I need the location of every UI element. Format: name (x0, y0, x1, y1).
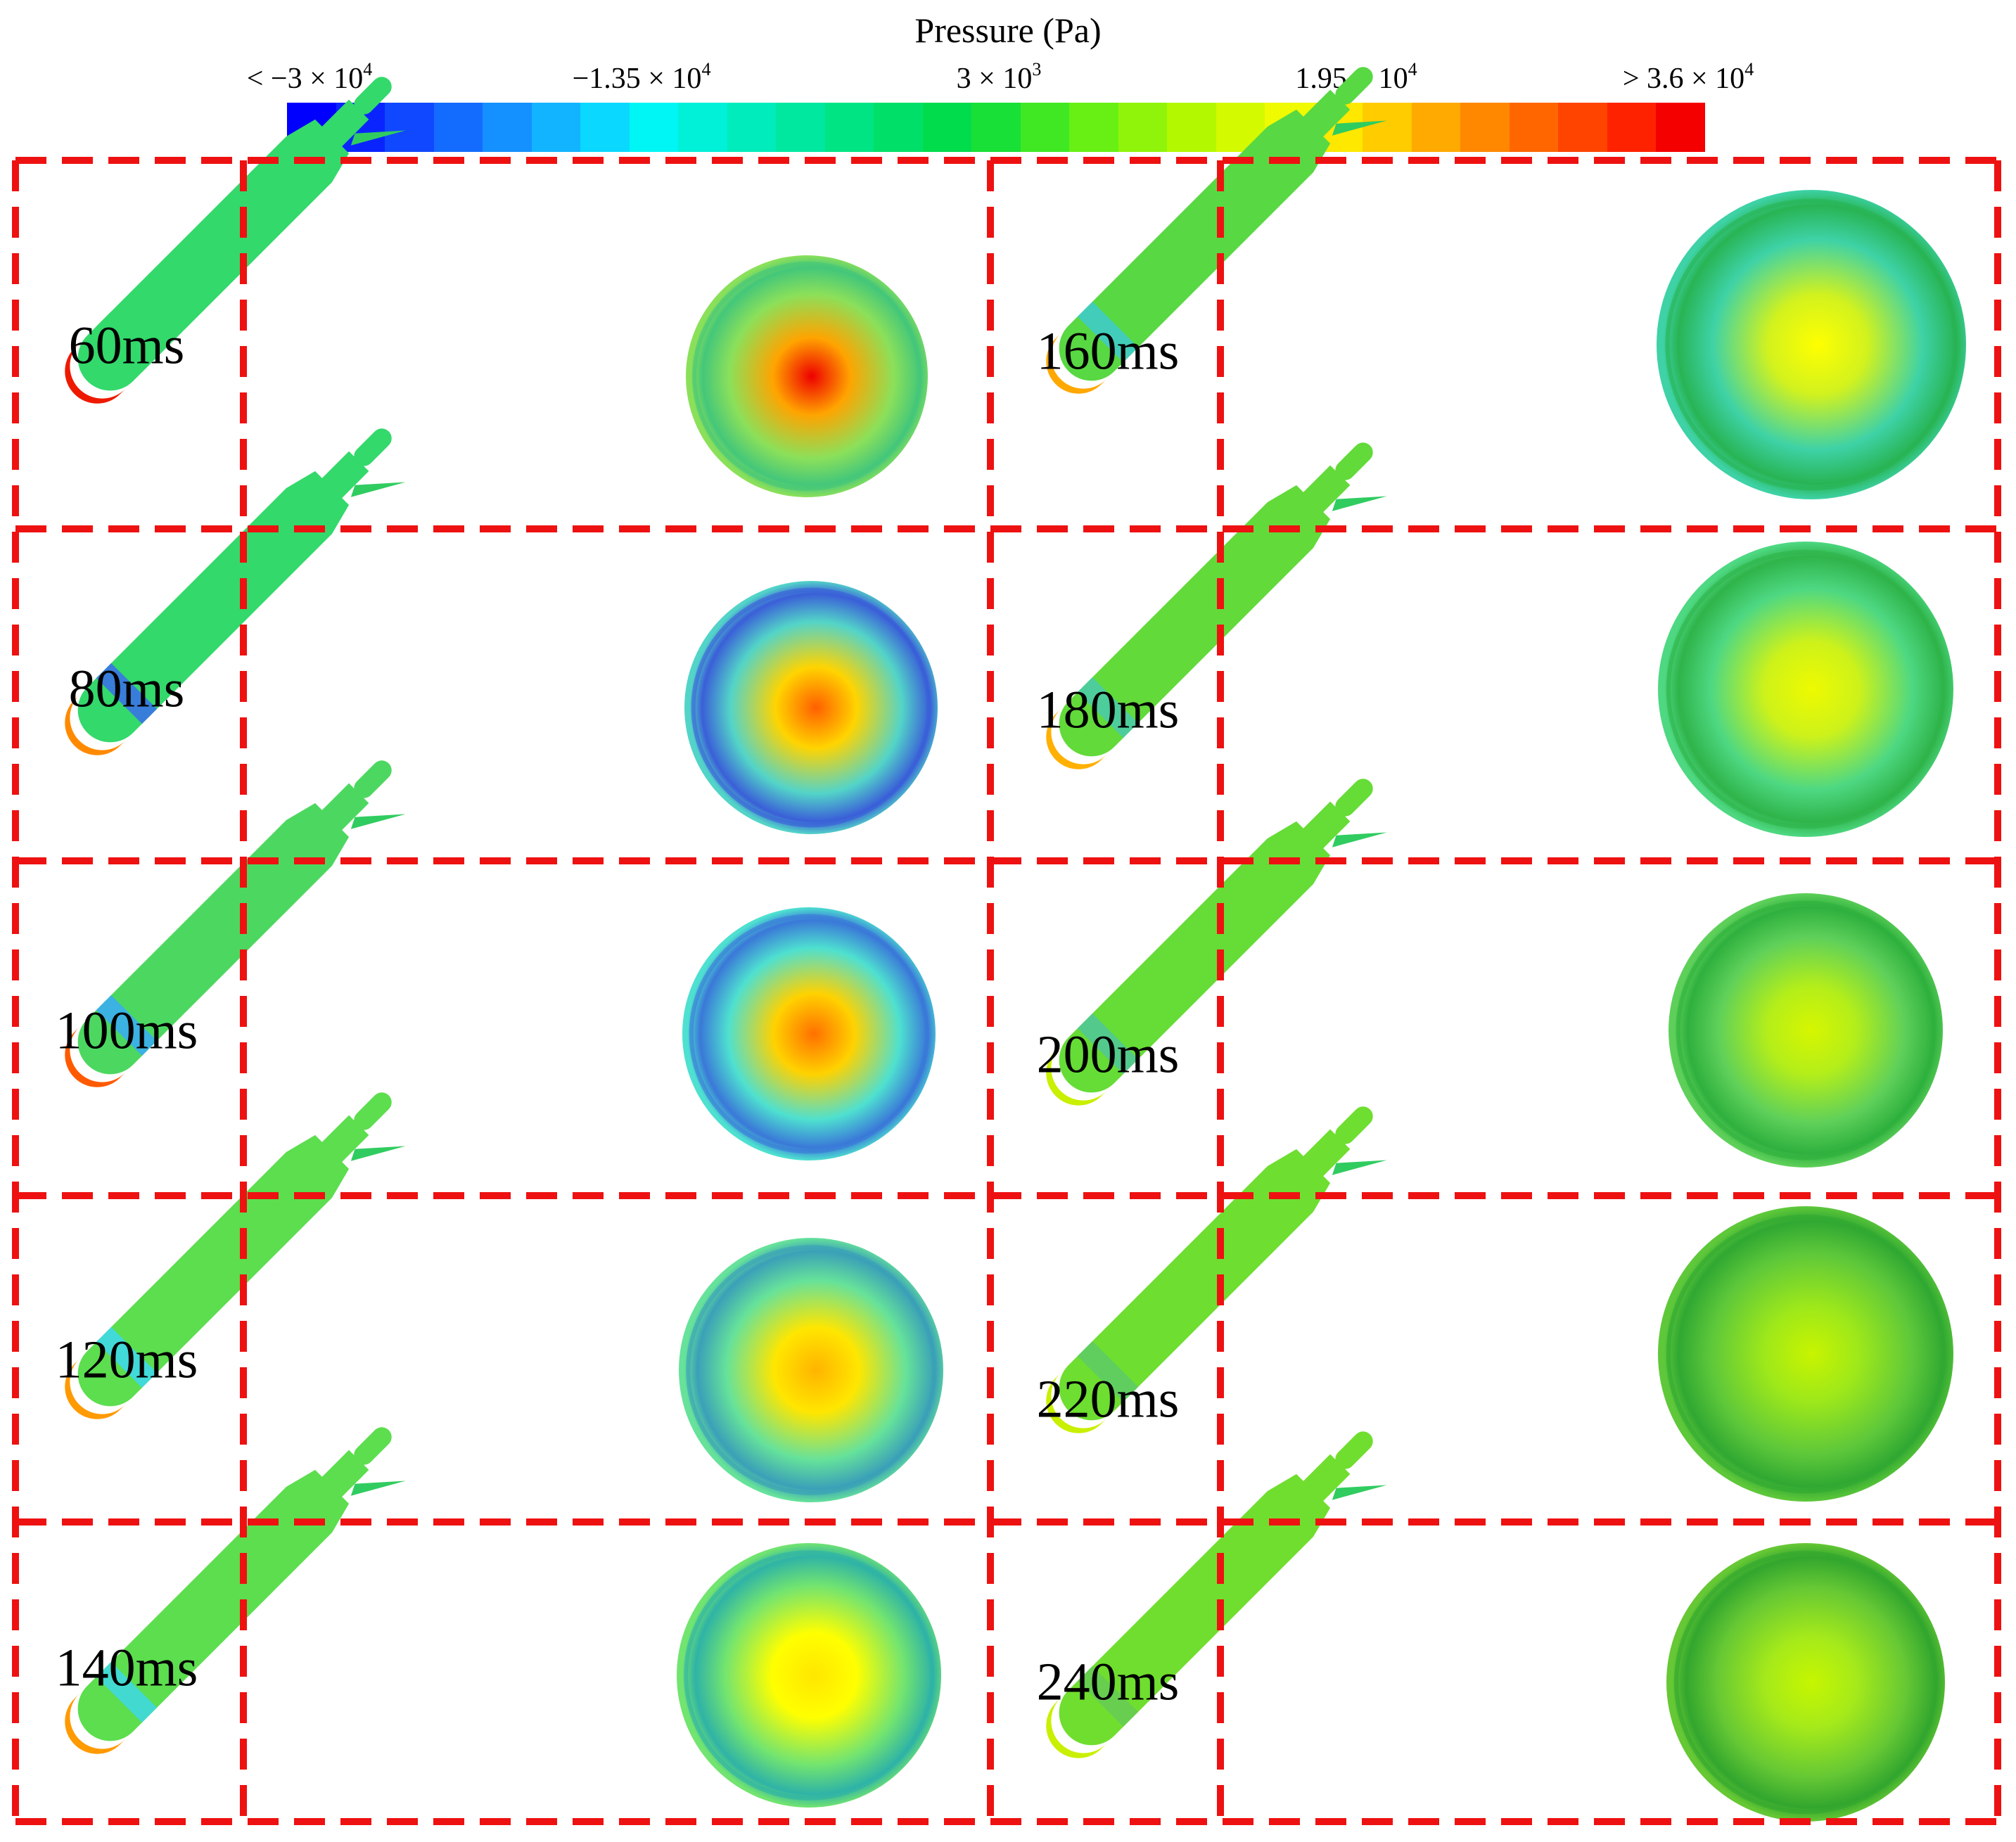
colorbar-swatch (727, 103, 777, 152)
sphere-rim-ring (691, 587, 931, 828)
projectile-body (1046, 67, 1387, 394)
sphere-rim-ring (1665, 198, 1958, 491)
colorbar-swatch (629, 103, 679, 152)
colorbar-swatch (385, 103, 434, 152)
dashed-frames (12, 157, 2001, 1825)
colorbar-swatch (1069, 103, 1118, 152)
pressure-sphere (1657, 190, 1966, 499)
projectile-body (65, 760, 406, 1087)
pressure-sphere (1666, 1543, 1945, 1822)
time-label: 220ms (1036, 1369, 1180, 1429)
colorbar-tick-label: < −3 × 104 (246, 59, 373, 95)
colorbar-swatch (1509, 103, 1559, 152)
colorbar-swatch (1460, 103, 1510, 152)
projectile-body (1046, 442, 1387, 769)
sphere-rim-ring (684, 1550, 934, 1801)
colorbar-swatch (678, 103, 727, 152)
colorbar-swatch (824, 103, 874, 152)
sphere-rim-ring (1666, 1214, 1946, 1494)
colorbar-swatch (1656, 103, 1705, 152)
pressure-sphere (686, 255, 928, 497)
sphere-rim-ring (692, 262, 921, 491)
time-label: 160ms (1036, 321, 1180, 381)
pressure-sphere (1658, 1206, 1953, 1502)
colorbar-tick-label: > 3.6 × 104 (1622, 59, 1754, 95)
time-label: 180ms (1036, 680, 1180, 740)
colorbar-swatch (1118, 103, 1168, 152)
render-layer (65, 67, 1966, 1822)
projectile-body (65, 1092, 406, 1419)
time-label: 60ms (68, 316, 185, 376)
colorbar-tick-label: −1.35 × 104 (572, 59, 711, 95)
colorbar-swatch (1558, 103, 1607, 152)
time-label: 80ms (68, 659, 185, 719)
sphere-rim-ring (1676, 900, 1936, 1160)
colorbar-swatch (1411, 103, 1461, 152)
colorbar-swatch (1607, 103, 1657, 152)
time-label: 200ms (1036, 1025, 1180, 1085)
sphere-rim-ring (1673, 1550, 1938, 1815)
colorbar-swatch (922, 103, 972, 152)
sphere-rim-ring (1666, 549, 1946, 829)
time-label: 140ms (55, 1638, 198, 1698)
colorbar-swatch (1167, 103, 1216, 152)
pressure-sphere (1658, 542, 1953, 837)
colorbar-swatch (1363, 103, 1412, 152)
pressure-sphere (677, 1543, 941, 1808)
sphere-rim-ring (686, 1245, 936, 1495)
sphere-rim-ring (689, 914, 929, 1154)
projectile-body (1046, 1106, 1387, 1433)
colorbar-title: Pressure (Pa) (914, 11, 1102, 50)
colorbar-tick-label: 3 × 103 (956, 59, 1042, 95)
time-label: 240ms (1036, 1652, 1180, 1712)
time-label: 120ms (55, 1330, 198, 1390)
projectile-body (1046, 1431, 1387, 1758)
colorbar-swatch (483, 103, 532, 152)
pressure-sphere (679, 1238, 943, 1502)
pressure-sphere (1669, 893, 1943, 1168)
time-label: 100ms (55, 1001, 198, 1061)
projectile-body (65, 428, 406, 755)
colorbar-swatch (1020, 103, 1070, 152)
colorbar-swatch (433, 103, 483, 152)
pressure-sphere (684, 581, 938, 834)
colorbar-swatch (531, 103, 581, 152)
colorbar-swatch (776, 103, 825, 152)
pressure-colorbar (287, 103, 1705, 152)
projectile-body (65, 1427, 406, 1754)
colorbar-swatch (580, 103, 630, 152)
colorbar-swatch (874, 103, 923, 152)
colorbar-swatch (971, 103, 1021, 152)
pressure-sphere (682, 907, 936, 1160)
